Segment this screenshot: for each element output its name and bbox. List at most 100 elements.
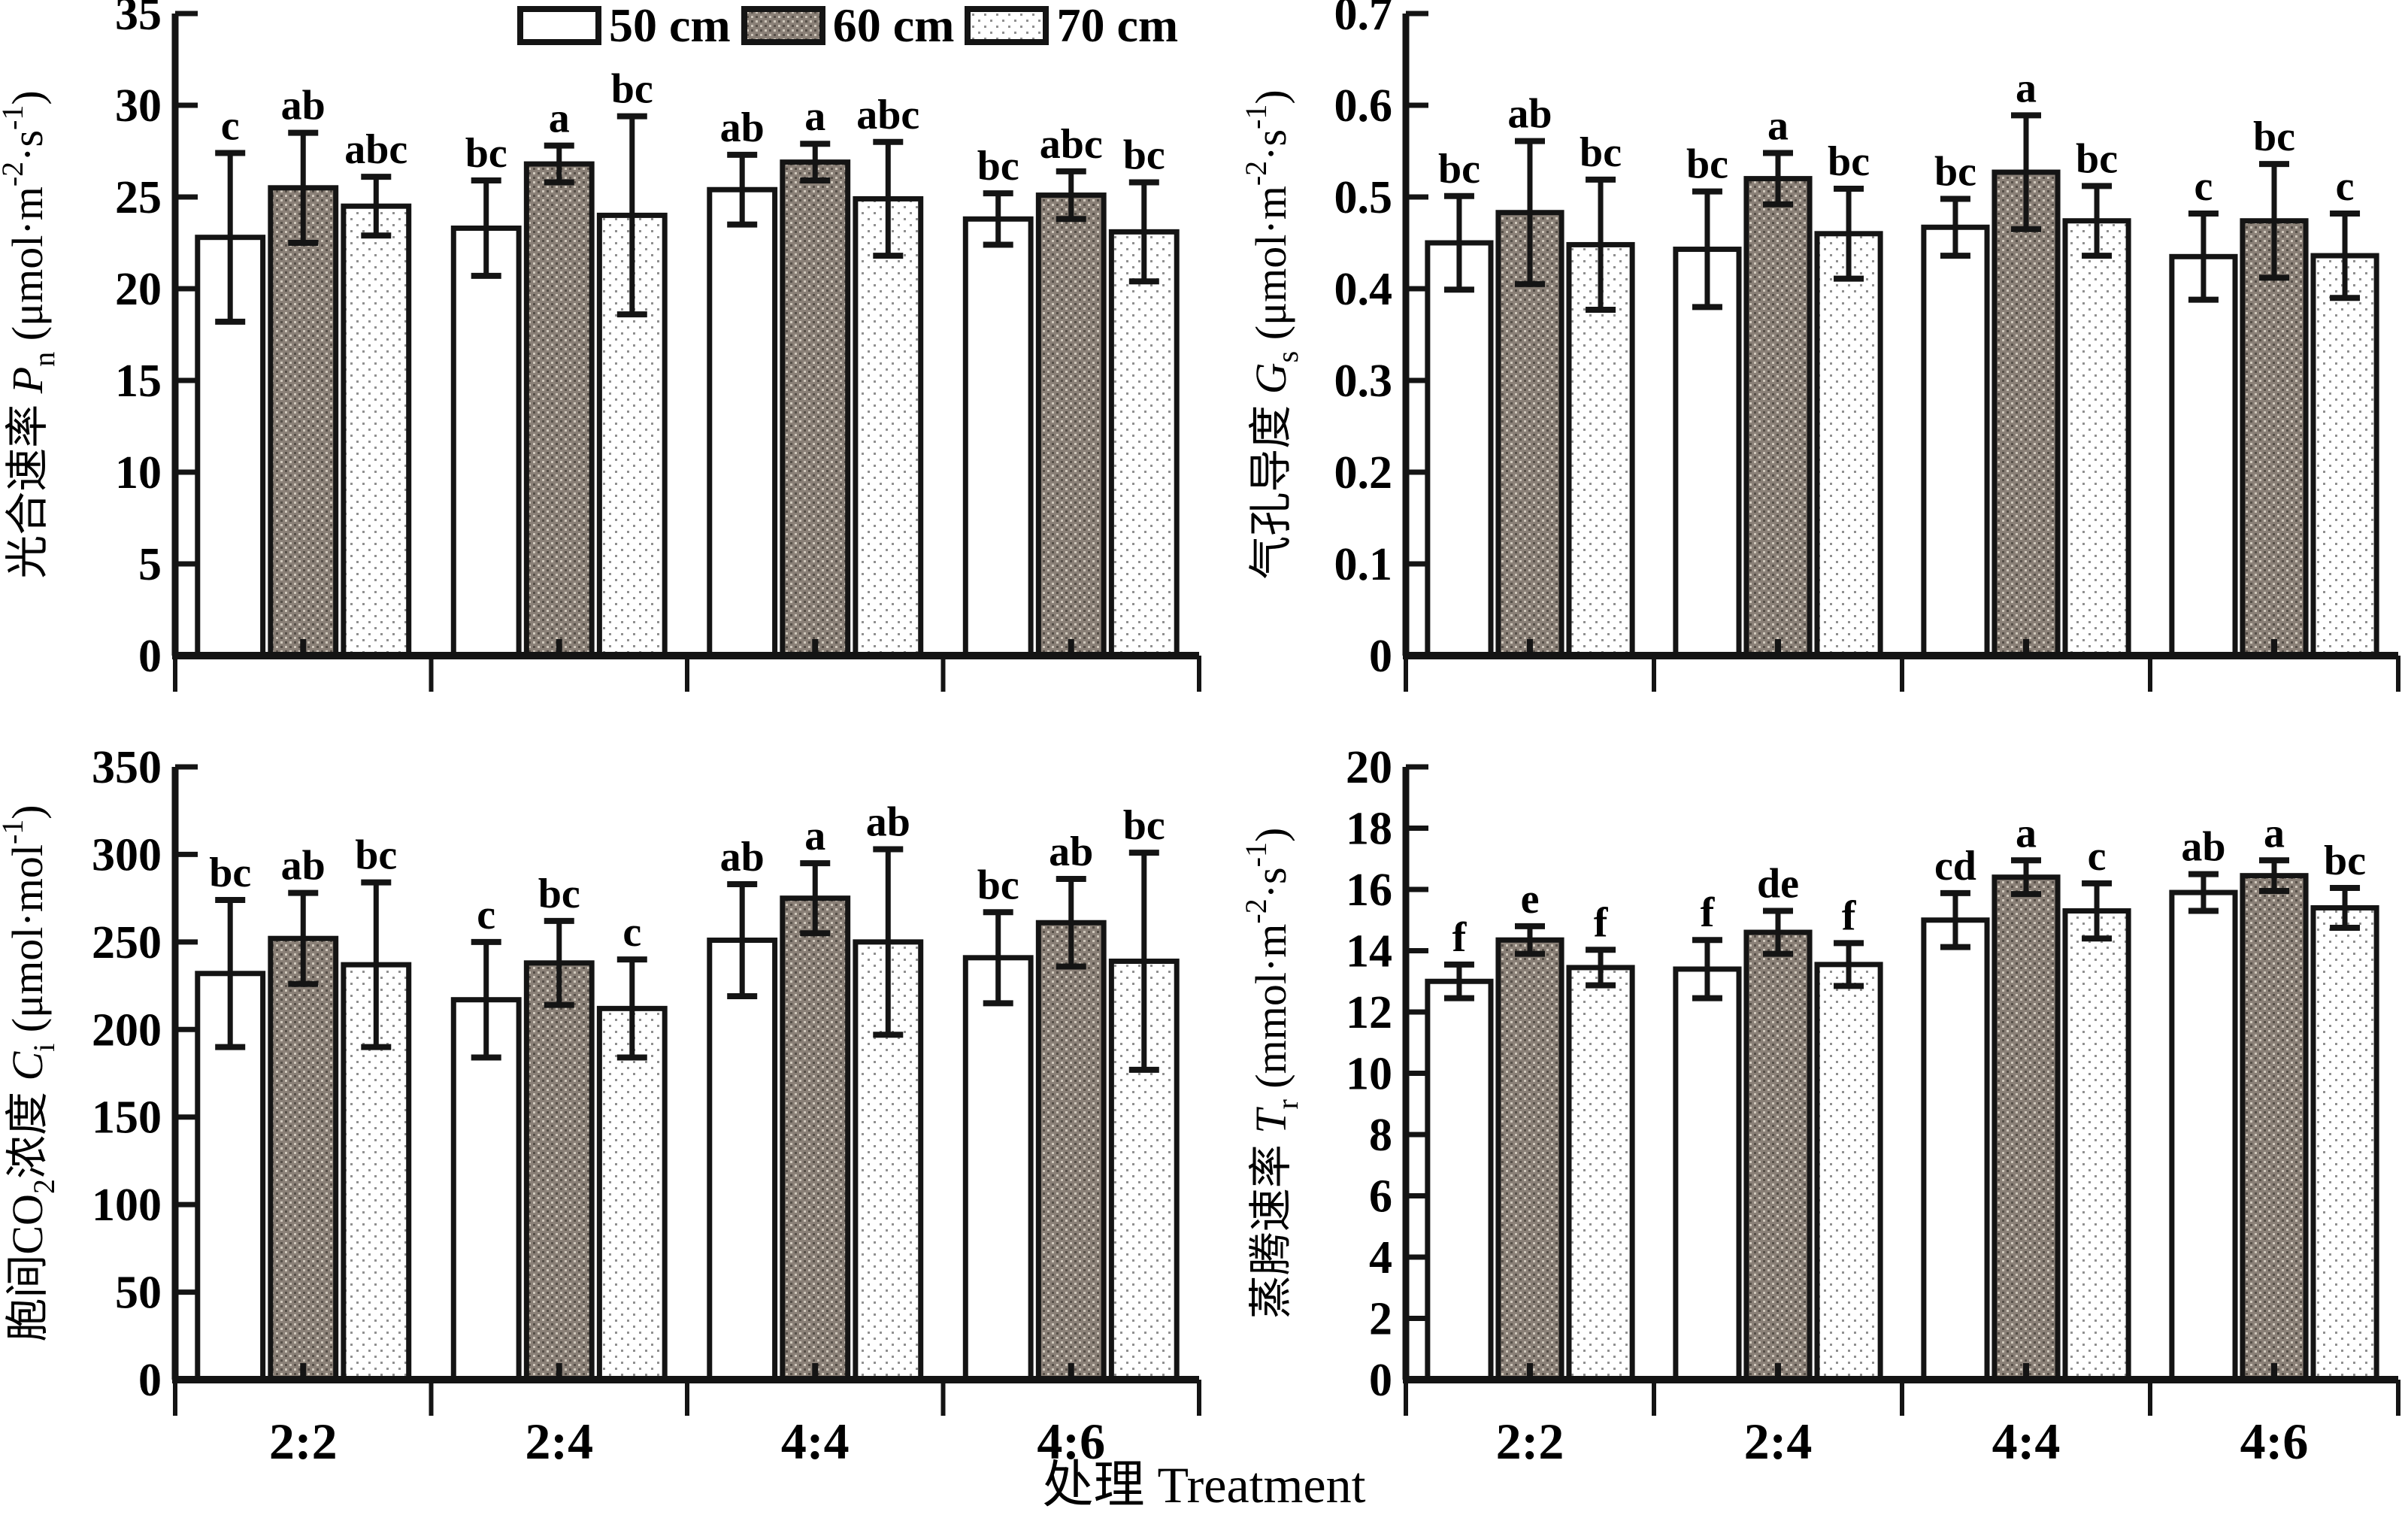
svg-text:a: a xyxy=(2016,810,2037,856)
y-axis-title: 气孔导度 Gs (μmol·m-2·s-1) xyxy=(1239,89,1304,579)
svg-text:f: f xyxy=(1842,892,1857,939)
svg-text:bc: bc xyxy=(538,871,580,917)
svg-text:de: de xyxy=(1757,861,1799,907)
svg-text:bc: bc xyxy=(1686,141,1728,188)
svg-text:bc: bc xyxy=(1123,802,1165,849)
legend-label-60cm: 60 cm xyxy=(832,0,955,52)
svg-text:0: 0 xyxy=(138,1355,162,1406)
x-axis-title: 处理 Treatment xyxy=(1042,1456,1366,1513)
legend-item-70cm: 70 cm xyxy=(965,2,1178,50)
svg-text:c: c xyxy=(221,102,240,149)
svg-text:bc: bc xyxy=(1934,148,1976,195)
svg-text:bc: bc xyxy=(1580,129,1622,176)
svg-text:bc: bc xyxy=(355,832,397,879)
svg-text:ab: ab xyxy=(1049,829,1093,875)
svg-text:ab: ab xyxy=(866,798,910,845)
svg-text:20: 20 xyxy=(1346,742,1392,793)
category-label: 4:4 xyxy=(781,1413,850,1470)
svg-text:16: 16 xyxy=(1346,865,1392,916)
svg-text:100: 100 xyxy=(92,1180,162,1231)
svg-text:6: 6 xyxy=(1369,1171,1392,1223)
svg-text:bc: bc xyxy=(209,850,251,896)
category-label: 4:6 xyxy=(2240,1413,2309,1470)
svg-text:ab: ab xyxy=(720,105,765,151)
category-label: 2:2 xyxy=(1496,1413,1564,1470)
svg-text:bc: bc xyxy=(465,130,507,177)
svg-text:50: 50 xyxy=(115,1268,162,1319)
legend-swatch-60cm-icon xyxy=(741,6,825,45)
svg-text:14: 14 xyxy=(1346,926,1392,977)
svg-text:f: f xyxy=(1594,899,1609,946)
svg-text:bc: bc xyxy=(2253,114,2295,160)
svg-text:0: 0 xyxy=(1369,631,1392,682)
svg-text:0: 0 xyxy=(138,631,162,682)
svg-text:20: 20 xyxy=(115,264,162,315)
legend-label-70cm: 70 cm xyxy=(1056,0,1179,52)
svg-text:0.2: 0.2 xyxy=(1334,447,1393,498)
svg-text:a: a xyxy=(1767,102,1789,149)
svg-text:a: a xyxy=(804,93,825,140)
category-label: 2:4 xyxy=(1744,1413,1813,1470)
svg-text:e: e xyxy=(1521,876,1540,923)
svg-text:cd: cd xyxy=(1934,843,1976,889)
svg-text:350: 350 xyxy=(92,742,162,793)
svg-text:abc: abc xyxy=(1040,121,1103,168)
svg-text:c: c xyxy=(2088,833,2107,880)
svg-text:ab: ab xyxy=(281,83,326,129)
svg-text:200: 200 xyxy=(92,1004,162,1056)
category-label: 2:2 xyxy=(269,1413,338,1470)
y-axis-title: 蒸腾速率 Tr (mmol·m-2·s-1) xyxy=(1239,828,1304,1320)
svg-text:30: 30 xyxy=(115,80,162,132)
svg-text:c: c xyxy=(622,909,641,956)
legend-item-60cm: 60 cm xyxy=(741,0,955,52)
legend: 50 cm 60 cm 70 cm xyxy=(517,2,1178,50)
svg-text:12: 12 xyxy=(1346,987,1392,1038)
y-axis-title: 胞间CO2浓度 Ci (μmol·mol-1) xyxy=(0,804,61,1341)
svg-text:f: f xyxy=(1701,889,1716,936)
svg-text:0.1: 0.1 xyxy=(1334,539,1393,590)
legend-label-50cm: 50 cm xyxy=(609,0,731,52)
svg-text:0: 0 xyxy=(1369,1355,1392,1406)
svg-text:0.7: 0.7 xyxy=(1334,0,1393,40)
svg-text:15: 15 xyxy=(115,356,162,407)
chart-transpiration-rate: f f cd ab e de a a f f c bc 0 2 4 6 8 10 12 14 16 18 20 2:2 2:4 4… xyxy=(1239,742,2400,1470)
svg-text:35: 35 xyxy=(115,0,162,40)
svg-text:0.5: 0.5 xyxy=(1334,172,1393,223)
svg-text:18: 18 xyxy=(1346,804,1392,855)
svg-text:c: c xyxy=(2194,163,2213,210)
svg-text:5: 5 xyxy=(138,539,162,590)
svg-text:0.3: 0.3 xyxy=(1334,356,1393,407)
legend-swatch-70cm-icon xyxy=(965,6,1050,45)
svg-text:bc: bc xyxy=(1828,138,1870,185)
svg-text:ab: ab xyxy=(281,843,326,889)
svg-text:250: 250 xyxy=(92,917,162,968)
svg-text:bc: bc xyxy=(977,143,1019,189)
svg-text:300: 300 xyxy=(92,829,162,880)
svg-text:a: a xyxy=(804,813,825,859)
svg-text:f: f xyxy=(1452,914,1468,961)
svg-text:2: 2 xyxy=(1369,1294,1392,1345)
svg-text:ab: ab xyxy=(720,834,765,880)
category-label: 4:4 xyxy=(1992,1413,2061,1470)
svg-text:bc: bc xyxy=(611,66,653,113)
svg-text:abc: abc xyxy=(344,126,407,173)
svg-text:bc: bc xyxy=(1123,132,1165,178)
y-axis-title: 光合速率 Pn (μmol·m-2·s-1) xyxy=(0,90,61,578)
svg-text:150: 150 xyxy=(92,1092,162,1144)
svg-text:a: a xyxy=(2016,65,2037,111)
svg-text:0.6: 0.6 xyxy=(1334,80,1393,132)
legend-item-50cm: 50 cm xyxy=(517,2,731,50)
svg-text:10: 10 xyxy=(1346,1049,1392,1100)
svg-text:abc: abc xyxy=(856,92,919,138)
svg-text:8: 8 xyxy=(1369,1110,1392,1161)
svg-text:25: 25 xyxy=(115,172,162,223)
category-label: 4:6 xyxy=(1037,1413,1105,1470)
svg-text:10: 10 xyxy=(115,447,162,498)
svg-text:bc: bc xyxy=(1438,146,1480,192)
svg-text:a: a xyxy=(549,95,570,142)
svg-text:bc: bc xyxy=(977,862,1019,908)
